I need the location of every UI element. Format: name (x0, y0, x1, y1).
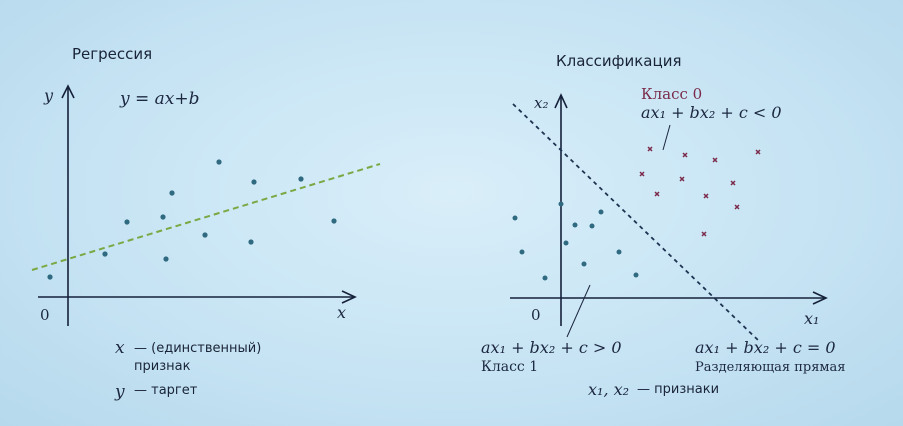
class1-point (558, 201, 564, 207)
regression-point (331, 218, 337, 224)
class0-point (682, 152, 688, 158)
regression-origin-label: 0 (40, 306, 50, 324)
regression-note-y-var: y (114, 382, 125, 402)
classification-x1-arrowhead (812, 291, 828, 305)
class1-point (581, 261, 587, 267)
class1-point (616, 249, 622, 255)
class1-points (512, 201, 639, 281)
regression-points (47, 159, 337, 280)
features-vars: x₁, x₂ (588, 380, 629, 399)
regression-note-y-text: — таргет (134, 383, 198, 398)
class1-point (519, 249, 525, 255)
class1-point (633, 272, 639, 278)
regression-point (124, 219, 130, 225)
boundary-equation: ax₁ + bx₂ + c = 0 (695, 338, 836, 357)
regression-x-label: x (337, 303, 346, 322)
class0-point (734, 204, 740, 210)
class1-point (572, 222, 578, 228)
class0-points (639, 146, 761, 237)
class1-point (598, 209, 604, 215)
classification-origin-label: 0 (531, 306, 541, 324)
regression-panel: Регрессия y x 0 y = ax+b x — (е (31, 45, 381, 402)
class0-point (755, 149, 761, 155)
class0-inequality: ax₁ + bx₂ + c < 0 (641, 103, 782, 122)
regression-x-arrowhead (341, 290, 357, 304)
regression-point (163, 256, 169, 262)
regression-fit-line (31, 163, 381, 271)
regression-note-x-var: x (115, 338, 125, 358)
class1-point (589, 223, 595, 229)
features-text: — признаки (637, 382, 719, 397)
regression-point (47, 274, 53, 280)
classification-x2-arrowhead (554, 93, 568, 109)
classification-x2-label: x₂ (534, 94, 548, 112)
classification-x1-label: x₁ (804, 309, 819, 328)
class0-point (703, 193, 709, 199)
regression-y-arrowhead (61, 84, 75, 99)
classification-panel: Классификация x₂ x₁ 0 Класс 0 ax₁ + bx₂ … (481, 52, 845, 399)
regression-title: Регрессия (72, 45, 152, 63)
class0-point (679, 176, 685, 182)
class0-point (639, 171, 645, 177)
class0-point (712, 157, 718, 163)
regression-point (216, 159, 222, 165)
class0-pointer-line (662, 124, 671, 151)
class1-label: Класс 1 (481, 359, 538, 375)
class1-inequality: ax₁ + bx₂ + c > 0 (481, 338, 622, 357)
regression-point (102, 251, 108, 257)
boundary-label: Разделяющая прямая (695, 360, 845, 375)
class0-point (654, 191, 660, 197)
regression-point (169, 190, 175, 196)
decision-boundary-line (512, 103, 761, 343)
regression-formula: y = ax+b (119, 89, 200, 109)
class1-point (563, 240, 569, 246)
regression-point (202, 232, 208, 238)
class1-pointer-line (566, 284, 591, 338)
class1-point (542, 275, 548, 281)
class0-point (730, 180, 736, 186)
class0-label: Класс 0 (641, 85, 702, 103)
regression-point (251, 179, 257, 185)
classification-title: Классификация (556, 52, 681, 70)
regression-note-x-line1: — (единственный) (134, 341, 261, 356)
class0-point (647, 146, 653, 152)
class0-point (701, 231, 707, 237)
regression-point (298, 176, 304, 182)
class1-point (512, 215, 518, 221)
regression-point (248, 239, 254, 245)
regression-y-label: y (43, 86, 54, 105)
regression-point (160, 214, 166, 220)
regression-note-x-line2: признак (134, 359, 191, 374)
